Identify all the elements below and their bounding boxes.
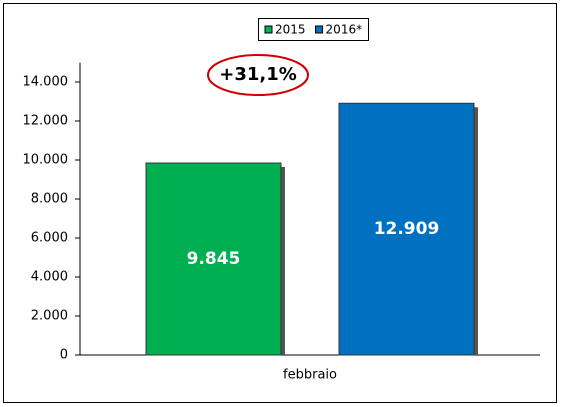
y-tick-label: 12.000 bbox=[23, 114, 69, 129]
bar bbox=[338, 102, 475, 356]
y-tick-label: 10.000 bbox=[23, 153, 69, 168]
y-tick-label: 14.000 bbox=[23, 75, 69, 90]
legend-box bbox=[258, 18, 369, 41]
x-tick-label: febbraio bbox=[283, 368, 337, 383]
bar bbox=[145, 162, 282, 356]
y-tick-label: 0 bbox=[60, 348, 68, 363]
legend-label: 2015 bbox=[275, 23, 306, 37]
annotation-ellipse bbox=[207, 54, 309, 96]
y-tick-label: 8.000 bbox=[31, 192, 68, 207]
y-tick-label: 4.000 bbox=[31, 270, 68, 285]
legend-swatch bbox=[264, 25, 273, 34]
legend-label: 2016* bbox=[326, 23, 363, 37]
y-tick-label: 2.000 bbox=[31, 309, 68, 324]
value-label: 12.909 bbox=[374, 219, 440, 239]
legend-swatch bbox=[315, 25, 324, 34]
y-tick-label: 6.000 bbox=[31, 231, 68, 246]
value-label: 9.845 bbox=[187, 249, 241, 269]
annotation: +31,1% bbox=[219, 64, 297, 85]
